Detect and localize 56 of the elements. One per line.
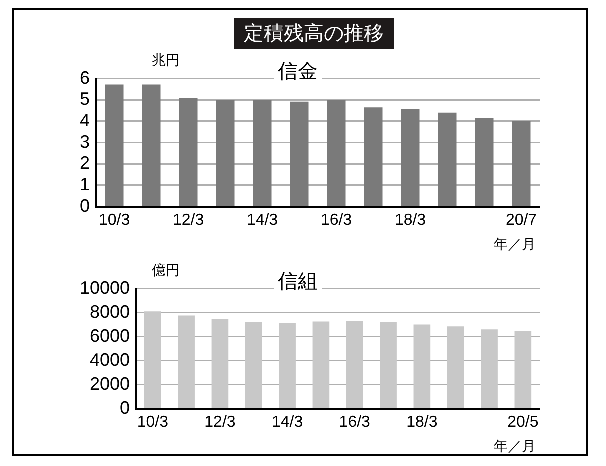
bar [401, 110, 420, 206]
y-tick-label: 4 [80, 110, 90, 130]
bar [142, 84, 161, 206]
chart-subtitle: 信金 [274, 58, 322, 85]
bar [475, 118, 494, 206]
y-tick-label: 8000 [90, 302, 130, 322]
x-tick-label: 10/3 [98, 212, 130, 229]
bar [216, 100, 235, 206]
x-tick-label: 18/3 [406, 414, 438, 431]
bar [481, 330, 498, 408]
x-tick-label: 14/3 [246, 212, 278, 229]
y-axis-title: 兆円 [152, 52, 180, 70]
x-tick-label: 12/3 [172, 212, 204, 229]
bar [512, 121, 531, 206]
bar [438, 112, 457, 206]
x-tick-label: 20/7 [506, 212, 538, 229]
x-tick-label: 12/3 [204, 414, 236, 431]
x-axis-title: 年／月 [494, 236, 536, 254]
y-tick-label: 0 [80, 196, 90, 216]
bar [364, 108, 383, 206]
y-tick-label: 6000 [90, 326, 130, 346]
y-tick-label: 1 [80, 174, 90, 194]
bar [245, 322, 262, 408]
bar [380, 322, 397, 408]
y-tick-label: 10000 [80, 278, 130, 298]
y-tick-label: 4000 [90, 350, 130, 370]
bar [212, 319, 229, 408]
bar [253, 100, 272, 206]
bar [105, 84, 124, 206]
chart-subtitle: 信組 [274, 268, 322, 295]
y-tick-label: 0 [120, 398, 130, 418]
bar [279, 323, 296, 408]
bar [290, 102, 309, 206]
x-tick-label: 10/3 [137, 414, 169, 431]
bar [447, 326, 464, 408]
bar [414, 324, 431, 408]
x-tick-label: 16/3 [339, 414, 371, 431]
bar [179, 98, 198, 206]
y-tick-label: 2000 [90, 374, 130, 394]
bar [144, 312, 162, 408]
bar [312, 322, 330, 408]
x-tick-label: 20/5 [508, 414, 539, 431]
y-tick-label: 5 [80, 89, 90, 110]
bar [178, 316, 195, 408]
chart-title: 定積残高の推移 [234, 18, 394, 49]
y-tick-label: 2 [80, 153, 90, 174]
y-tick-label: 6 [80, 68, 90, 88]
x-axis-title: 年／月 [494, 438, 536, 456]
bar [514, 331, 532, 408]
y-tick-label: 3 [80, 132, 90, 152]
x-tick-label: 18/3 [394, 212, 426, 229]
x-tick-label: 16/3 [320, 212, 352, 229]
bar [346, 321, 364, 408]
bar [327, 100, 346, 206]
y-axis-title: 億円 [152, 262, 180, 280]
x-tick-label: 14/3 [272, 414, 304, 431]
